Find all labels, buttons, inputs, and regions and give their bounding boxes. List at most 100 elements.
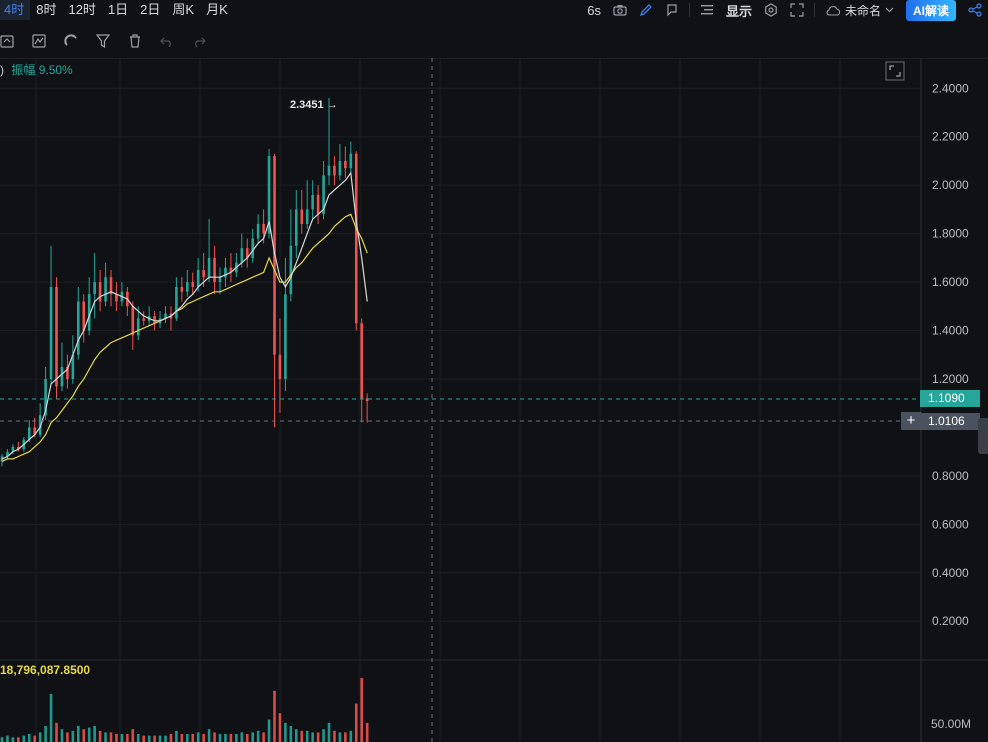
volume-bar-56 <box>305 730 309 742</box>
countdown: 6s <box>587 2 601 18</box>
side-panel-handle[interactable] <box>978 418 988 454</box>
add-order-icon[interactable]: + <box>901 412 921 430</box>
filter-icon[interactable] <box>90 28 116 54</box>
candle-body-11 <box>60 366 64 387</box>
y-tick-label-9: 0.4000 <box>932 566 969 580</box>
volume-bar-65 <box>354 703 358 742</box>
cloud-icon <box>826 5 841 16</box>
volume-bar-37 <box>202 734 205 742</box>
display-button[interactable]: 显示 <box>725 3 752 19</box>
interval-tab-5[interactable]: 周K <box>172 2 195 17</box>
volume-bar-2 <box>11 737 15 742</box>
candle-body-32 <box>175 286 178 319</box>
candle-body-26 <box>142 318 145 321</box>
candle-body-5 <box>27 427 31 440</box>
volume-bar-16 <box>87 727 91 742</box>
y-tick-label-10: 0.2000 <box>932 614 969 628</box>
interval-tab-2[interactable]: 12时 <box>68 2 96 17</box>
volume-bar-20 <box>109 732 113 742</box>
candle-body-17 <box>93 282 96 295</box>
interval-tab-1[interactable]: 8时 <box>36 2 57 17</box>
undo-icon[interactable] <box>154 28 180 54</box>
volume-bar-17 <box>93 726 96 742</box>
y-tick-label-2: 2.0000 <box>932 178 969 192</box>
volume-bar-57 <box>311 732 314 742</box>
candle-body-7 <box>38 415 42 435</box>
redo-icon[interactable] <box>186 28 212 54</box>
candle-body-65 <box>354 153 358 324</box>
volume-bar-28 <box>153 735 156 742</box>
candle-body-44 <box>240 248 244 263</box>
candle-body-2 <box>11 446 15 452</box>
candle-body-55 <box>300 209 304 224</box>
volume-bar-11 <box>60 729 64 742</box>
volume-bar-29 <box>158 735 162 742</box>
volume-bar-8 <box>44 726 47 742</box>
y-tick-label-7: 0.8000 <box>932 469 969 483</box>
interval-tab-4[interactable]: 2日 <box>140 2 161 17</box>
candlestick-chart[interactable]: 2.4000 2.2000 2.0000 1.8000 1.6000 1.4000 1.20… <box>0 58 988 742</box>
candle-body-10 <box>55 286 58 387</box>
volume-bar-53 <box>289 726 293 742</box>
candle-body-14 <box>77 301 80 355</box>
y-tick-label-8: 0.6000 <box>932 517 969 531</box>
candle-body-8 <box>44 378 47 416</box>
template-icon[interactable] <box>26 28 52 54</box>
interval-tab-6[interactable]: 月K <box>206 2 228 17</box>
settings-icon[interactable] <box>764 3 778 17</box>
candle-body-33 <box>180 286 184 292</box>
indicator-icon[interactable] <box>0 28 20 54</box>
cloud-layout-button[interactable]: 未命名 <box>825 2 894 19</box>
ma-slow-line <box>1 213 368 462</box>
volume-bar-22 <box>120 734 124 742</box>
volume-bar-25 <box>136 734 140 742</box>
volume-bar-44 <box>240 732 244 742</box>
candle-body-57 <box>311 194 314 210</box>
candle-body-21 <box>115 294 118 302</box>
candle-body-47 <box>256 223 260 239</box>
volume-bar-49 <box>267 719 271 742</box>
divider <box>813 3 815 17</box>
candle-body-16 <box>87 294 91 331</box>
magnet-icon[interactable] <box>58 28 84 54</box>
volume-bar-45 <box>245 734 249 742</box>
interval-tab-0[interactable]: 4时 <box>0 0 31 20</box>
camera-icon[interactable] <box>613 4 627 16</box>
volume-bar-59 <box>322 729 325 742</box>
volume-bar-13 <box>71 730 75 742</box>
last-price-tag: 1.1090 <box>920 390 980 407</box>
amplitude-label: 振幅 <box>11 63 36 77</box>
volume-info: 18,796,087.8500 <box>0 663 91 677</box>
candle-body-18 <box>98 282 102 302</box>
peak-price-label: 2.3451 → <box>290 99 338 111</box>
fullscreen-icon[interactable] <box>790 3 804 17</box>
volume-bar-52 <box>284 722 287 742</box>
candle-body-36 <box>196 269 200 287</box>
volume-bar-6 <box>33 735 36 742</box>
volume-bar-41 <box>224 734 227 742</box>
candle-body-67 <box>365 398 369 402</box>
interval-tab-3[interactable]: 1日 <box>107 2 129 17</box>
volume-bar-34 <box>186 734 189 742</box>
trash-icon[interactable] <box>122 28 148 54</box>
volume-bar-61 <box>333 730 336 742</box>
replay-icon[interactable] <box>665 3 679 17</box>
pen-icon[interactable] <box>639 3 653 17</box>
volume-bar-24 <box>131 729 135 742</box>
expand-icon[interactable] <box>885 61 905 81</box>
candle-body-42 <box>229 267 233 273</box>
volume-bar-50 <box>273 690 276 742</box>
chart-area[interactable]: 2.4000 2.2000 2.0000 1.8000 1.6000 1.4000 1.20… <box>0 58 988 742</box>
volume-bar-10 <box>55 722 58 742</box>
volume-bar-3 <box>17 737 20 742</box>
candle-body-12 <box>66 366 69 379</box>
ai-interpret-button[interactable]: AI解读 <box>905 0 956 21</box>
ohlc-info: ) 振幅 9.50% <box>0 61 73 78</box>
candle-body-53 <box>289 245 293 295</box>
candle-body-25 <box>136 318 140 336</box>
candle-body-49 <box>267 156 271 234</box>
share-icon[interactable] <box>968 3 982 17</box>
y-tick-label-0: 2.4000 <box>932 81 969 95</box>
list-icon[interactable] <box>700 4 714 16</box>
volume-bar-33 <box>180 734 184 742</box>
